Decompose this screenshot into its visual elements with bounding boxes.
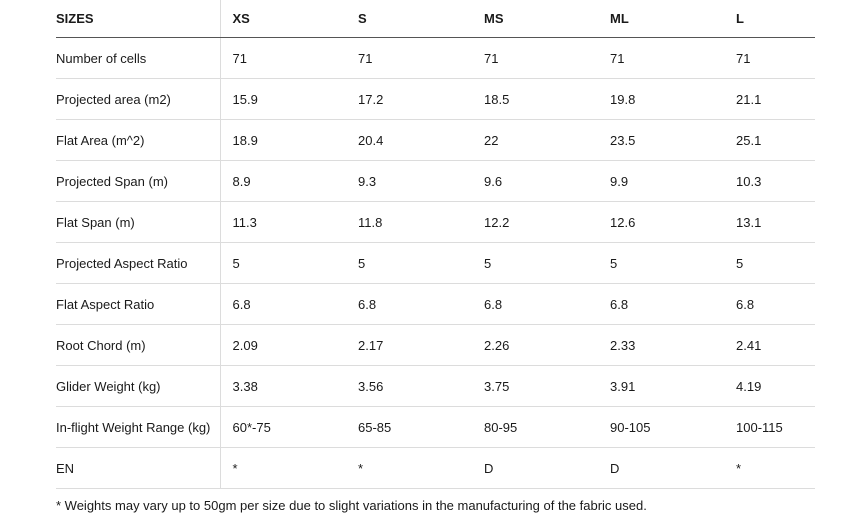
table-row: Flat Aspect Ratio 6.8 6.8 6.8 6.8 6.8: [56, 283, 815, 325]
table-row: Flat Span (m) 11.3 11.8 12.2 12.6 13.1: [56, 201, 815, 243]
weight-footnote: * Weights may vary up to 50gm per size d…: [56, 498, 647, 513]
table-row: EN * * D D *: [56, 447, 815, 489]
size-header-ml: ML: [598, 0, 724, 38]
value-cell: 11.8: [346, 201, 472, 243]
row-label: EN: [56, 447, 221, 489]
sizes-header: SIZES: [56, 0, 221, 38]
value-cell: *: [724, 447, 815, 489]
value-cell: 65-85: [346, 406, 472, 448]
value-cell: 6.8: [472, 283, 598, 325]
row-label: Flat Span (m): [56, 201, 221, 243]
row-label: Root Chord (m): [56, 324, 221, 366]
value-cell: 9.6: [472, 160, 598, 202]
value-cell: 5: [472, 242, 598, 284]
row-label: Projected Aspect Ratio: [56, 242, 221, 284]
row-label: Glider Weight (kg): [56, 365, 221, 407]
value-cell: *: [220, 447, 346, 489]
value-cell: 11.3: [220, 201, 346, 243]
size-header-l: L: [724, 0, 815, 38]
table-row: In-flight Weight Range (kg) 60*-75 65-85 80…: [56, 406, 815, 448]
value-cell: 21.1: [724, 78, 815, 120]
value-cell: 71: [598, 37, 724, 79]
value-cell: 12.6: [598, 201, 724, 243]
value-cell: 25.1: [724, 119, 815, 161]
value-cell: 13.1: [724, 201, 815, 243]
value-cell: 71: [220, 37, 346, 79]
value-cell: 19.8: [598, 78, 724, 120]
row-label: Projected Span (m): [56, 160, 221, 202]
value-cell: 8.9: [220, 160, 346, 202]
value-cell: 6.8: [346, 283, 472, 325]
value-cell: 71: [346, 37, 472, 79]
value-cell: 3.75: [472, 365, 598, 407]
table-row: Flat Area (m^2) 18.9 20.4 22 23.5 25.1: [56, 119, 815, 161]
value-cell: 71: [472, 37, 598, 79]
value-cell: 20.4: [346, 119, 472, 161]
value-cell: 18.5: [472, 78, 598, 120]
row-label: Flat Aspect Ratio: [56, 283, 221, 325]
value-cell: 90-105: [598, 406, 724, 448]
value-cell: 6.8: [598, 283, 724, 325]
size-header-ms: MS: [472, 0, 598, 38]
value-cell: 3.56: [346, 365, 472, 407]
specifications-table: SIZES XS S MS ML L Number of cells 71 71 71…: [56, 0, 815, 489]
value-cell: 23.5: [598, 119, 724, 161]
value-cell: 5: [598, 242, 724, 284]
value-cell: 9.9: [598, 160, 724, 202]
value-cell: 5: [220, 242, 346, 284]
value-cell: 60*-75: [220, 406, 346, 448]
value-cell: 4.19: [724, 365, 815, 407]
table-body: Number of cells 71 71 71 71 71 Projected area …: [56, 37, 815, 489]
table-header-row: SIZES XS S MS ML L: [56, 0, 815, 38]
value-cell: 17.2: [346, 78, 472, 120]
value-cell: 9.3: [346, 160, 472, 202]
table-row: Projected Span (m) 8.9 9.3 9.6 9.9 10.3: [56, 160, 815, 202]
value-cell: 22: [472, 119, 598, 161]
table-row: Projected area (m2) 15.9 17.2 18.5 19.8 21.1: [56, 78, 815, 120]
value-cell: 100-115: [724, 406, 815, 448]
value-cell: 2.41: [724, 324, 815, 366]
value-cell: 5: [724, 242, 815, 284]
value-cell: 10.3: [724, 160, 815, 202]
value-cell: 80-95: [472, 406, 598, 448]
table-row: Root Chord (m) 2.09 2.17 2.26 2.33 2.41: [56, 324, 815, 366]
row-label: Number of cells: [56, 37, 221, 79]
value-cell: 6.8: [220, 283, 346, 325]
row-label: Flat Area (m^2): [56, 119, 221, 161]
value-cell: 2.33: [598, 324, 724, 366]
row-label: In-flight Weight Range (kg): [56, 406, 221, 448]
row-label: Projected area (m2): [56, 78, 221, 120]
size-header-s: S: [346, 0, 472, 38]
value-cell: 2.17: [346, 324, 472, 366]
size-header-xs: XS: [220, 0, 346, 38]
table-row: Projected Aspect Ratio 5 5 5 5 5: [56, 242, 815, 284]
value-cell: 2.26: [472, 324, 598, 366]
value-cell: 3.38: [220, 365, 346, 407]
value-cell: 12.2: [472, 201, 598, 243]
value-cell: 3.91: [598, 365, 724, 407]
value-cell: 18.9: [220, 119, 346, 161]
table-row: Glider Weight (kg) 3.38 3.56 3.75 3.91 4.19: [56, 365, 815, 407]
value-cell: 6.8: [724, 283, 815, 325]
value-cell: 71: [724, 37, 815, 79]
value-cell: D: [472, 447, 598, 489]
value-cell: *: [346, 447, 472, 489]
value-cell: 15.9: [220, 78, 346, 120]
table-row: Number of cells 71 71 71 71 71: [56, 37, 815, 79]
value-cell: 2.09: [220, 324, 346, 366]
value-cell: D: [598, 447, 724, 489]
value-cell: 5: [346, 242, 472, 284]
